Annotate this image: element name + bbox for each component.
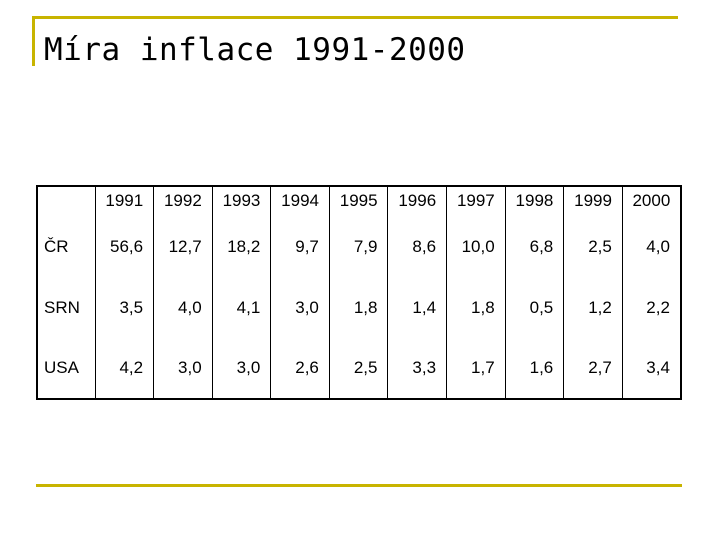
table-cell: 0,5 [504,277,564,338]
table-cell: 3,0 [270,277,330,338]
year-header: 1998 [504,186,564,216]
table-cell: 8,6 [387,216,447,277]
table-cell: 4,2 [94,338,154,399]
table-cell: 1,4 [387,277,447,338]
row-label: SRN [44,297,80,317]
table-cell: 3,0 [153,338,213,399]
row-label: USA [44,358,79,377]
year-header: 2000 [621,186,681,216]
bottom-rule [36,484,682,487]
table-cell: 18,2 [211,216,271,277]
year-header: 1999 [563,186,623,216]
year-header: 1997 [446,186,506,216]
year-header: 1993 [211,186,271,216]
table-cell: 3,3 [387,338,447,399]
year-header: 1996 [387,186,447,216]
table-cell: 3,5 [94,277,154,338]
corner-cell [37,186,95,216]
table-cell: 2,6 [270,338,330,399]
row-label: ČR [44,236,69,256]
table-row: ČR 56,6 12,7 18,2 9,7 7,9 8,6 10,0 6,8 2… [37,216,681,277]
table-cell: 3,4 [621,338,681,399]
table-cell: 1,2 [563,277,623,338]
table-cell: 3,0 [211,338,271,399]
year-header: 1992 [153,186,213,216]
inflation-table: 1991 1992 1993 1994 1995 1996 1997 1998 … [36,185,682,400]
table-cell: 2,5 [563,216,623,277]
table-cell: 9,7 [270,216,330,277]
table-cell: 2,2 [621,277,681,338]
table-row: SRN 3,5 4,0 4,1 3,0 1,8 1,4 1,8 0,5 1,2 … [37,277,681,338]
table-cell: 4,0 [621,216,681,277]
table-cell: 1,8 [328,277,388,338]
table-cell: 10,0 [446,216,506,277]
year-header: 1995 [328,186,388,216]
table-cell: 2,5 [328,338,388,399]
top-rule [32,16,678,19]
table-row: USA 4,2 3,0 3,0 2,6 2,5 3,3 1,7 1,6 2,7 … [37,338,681,399]
page-title: Míra inflace 1991-2000 [44,32,466,68]
table-cell: 56,6 [94,216,154,277]
table-header-row: 1991 1992 1993 1994 1995 1996 1997 1998 … [37,186,681,216]
table-cell: 7,9 [328,216,388,277]
table-cell: 4,0 [153,277,213,338]
table-cell: 1,6 [504,338,564,399]
table-cell: 6,8 [504,216,564,277]
year-header: 1994 [270,186,330,216]
table-cell: 2,7 [563,338,623,399]
table-cell: 1,7 [446,338,506,399]
year-header: 1991 [94,186,154,216]
table-cell: 12,7 [153,216,213,277]
left-rule [32,16,35,66]
table-cell: 4,1 [211,277,271,338]
table-cell: 1,8 [446,277,506,338]
